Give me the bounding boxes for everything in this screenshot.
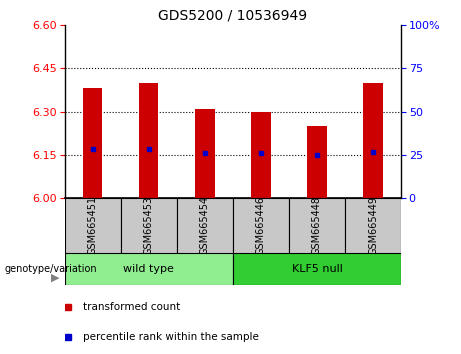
Text: genotype/variation: genotype/variation bbox=[5, 264, 97, 274]
Text: GSM665448: GSM665448 bbox=[312, 196, 322, 255]
Text: GSM665451: GSM665451 bbox=[88, 196, 98, 255]
Text: GSM665453: GSM665453 bbox=[144, 196, 154, 255]
Bar bbox=[233, 198, 289, 253]
Text: transformed count: transformed count bbox=[83, 302, 180, 312]
Bar bbox=[363, 82, 383, 198]
Text: GSM665449: GSM665449 bbox=[368, 196, 378, 255]
Bar bbox=[195, 109, 214, 198]
Bar bbox=[65, 198, 121, 253]
Text: ▶: ▶ bbox=[52, 273, 60, 283]
Text: GSM665446: GSM665446 bbox=[256, 196, 266, 255]
Bar bbox=[289, 198, 345, 253]
Bar bbox=[345, 198, 401, 253]
Text: percentile rank within the sample: percentile rank within the sample bbox=[83, 332, 259, 342]
Bar bbox=[251, 112, 271, 198]
Text: wild type: wild type bbox=[123, 264, 174, 274]
Bar bbox=[139, 82, 159, 198]
Bar bbox=[65, 253, 233, 285]
Bar bbox=[307, 126, 327, 198]
Bar bbox=[177, 198, 233, 253]
Bar bbox=[121, 198, 177, 253]
Bar bbox=[83, 88, 102, 198]
Text: KLF5 null: KLF5 null bbox=[291, 264, 343, 274]
Text: GSM665454: GSM665454 bbox=[200, 196, 210, 255]
Title: GDS5200 / 10536949: GDS5200 / 10536949 bbox=[158, 8, 307, 22]
Bar bbox=[233, 253, 401, 285]
